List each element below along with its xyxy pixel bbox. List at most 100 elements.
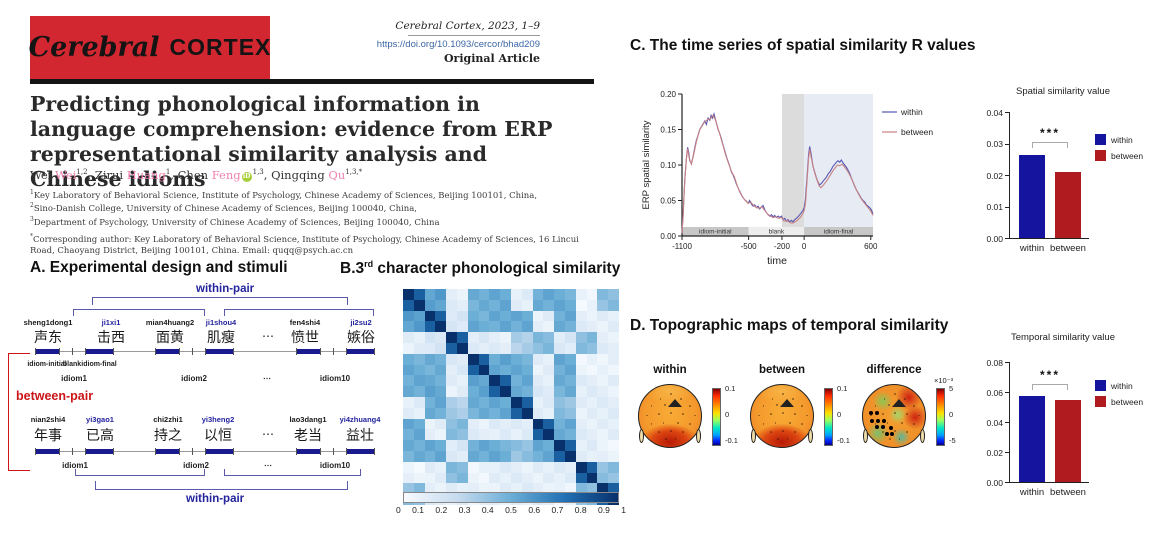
heatmap-cell <box>478 429 490 441</box>
y-tick-label: 0.04 <box>986 107 1003 118</box>
heatmap-cell <box>554 440 565 451</box>
heatmap-cell <box>467 289 479 300</box>
heatmap-cell <box>575 364 587 376</box>
doi-link[interactable]: https://doi.org/10.1093/cercor/bhad209 <box>376 39 540 50</box>
heatmap-cell <box>457 451 468 462</box>
heatmap-cell <box>608 386 619 397</box>
bar-between <box>1055 400 1081 482</box>
heatmap-cell <box>543 364 555 376</box>
timeline-tick <box>233 448 234 455</box>
stimulus-hanzi: 面黄 <box>156 330 184 346</box>
heatmap-cell <box>467 397 479 408</box>
colorbar-tick: 0.9 <box>598 505 610 515</box>
heatmap-cell <box>403 440 414 451</box>
x-category-label: between <box>1050 487 1086 498</box>
heatmap-cell <box>586 332 598 343</box>
heatmap-cell <box>478 418 490 430</box>
timeline-tick <box>205 348 206 355</box>
colorbar-exponent: ×10⁻³ <box>934 376 954 385</box>
timeline-tick <box>233 348 234 355</box>
heatmap-cell <box>424 407 436 419</box>
heatmap-cell <box>500 407 511 419</box>
spatial-similarity-bar-chart: Spatial similarity value 0.04 0.03 0.02 0.01… <box>973 78 1153 293</box>
heatmap-cell <box>575 407 587 419</box>
heatmap-cell <box>424 375 436 387</box>
heatmap-cell <box>597 386 609 397</box>
heatmap-cell <box>467 375 479 387</box>
heatmap-cell <box>500 418 511 430</box>
heatmap-cell <box>597 310 609 322</box>
stimulus-pinyin: nian2shi4 <box>30 415 66 424</box>
heatmap-cell <box>413 310 425 322</box>
heatmap-cell <box>500 364 511 376</box>
heatmap-cell <box>446 375 457 387</box>
stimulus-hanzi: 益壮 <box>346 428 374 444</box>
x-tick-label: 0 <box>802 242 807 251</box>
journal-logo-cerebral: Cerebral <box>28 32 160 63</box>
electrode-dot <box>694 414 696 417</box>
colorbar-tick: 0.3 <box>458 505 471 515</box>
electrode-dot <box>658 413 660 415</box>
within-pair-bracket-top <box>92 297 348 305</box>
heatmap-cell <box>500 397 511 408</box>
y-tick-label: 0.20 <box>660 90 676 99</box>
heatmap-cell <box>424 397 436 408</box>
stimulus-band-label: blank <box>769 229 785 236</box>
heatmap-cell <box>435 375 447 387</box>
heatmap-cell <box>608 299 619 311</box>
heatmap-cell <box>565 461 576 473</box>
heatmap-cell <box>554 386 565 397</box>
line-chart-svg: idiom-initial blank idiom-final 0.00 0.05 0.1… <box>641 90 933 267</box>
stimulus-band <box>682 227 749 236</box>
heatmap-cell <box>586 375 598 387</box>
electrode-dot <box>771 398 774 400</box>
colorbar-tick: 0.1 <box>412 505 424 515</box>
electrode-dot <box>913 405 915 407</box>
author: Wei Wei1,2 <box>30 168 88 182</box>
heatmap-cell <box>554 289 565 300</box>
heatmap-cell <box>586 429 598 441</box>
colorbar-tick: -0.1 <box>837 436 850 445</box>
heatmap-cell <box>565 429 576 441</box>
bar-within <box>1019 155 1045 238</box>
electrode-dot <box>900 404 902 406</box>
heatmap-cell <box>435 310 447 322</box>
heatmap-cell <box>403 343 414 354</box>
spatial-similarity-line-chart: idiom-initial blank idiom-final 0.00 0.05 0.1… <box>636 84 970 280</box>
heatmap-cell <box>489 407 501 419</box>
heatmap-cell <box>457 310 468 322</box>
stimulus-hanzi: 击西 <box>97 330 125 346</box>
heatmap-cell <box>478 353 490 365</box>
segment-label: idiom-final <box>81 361 117 368</box>
heatmap-cell <box>608 364 619 376</box>
heatmap-cell <box>489 429 501 441</box>
affiliation-line: 1Key Laboratory of Behavioral Science, I… <box>30 189 538 201</box>
heatmap-cell <box>424 418 436 430</box>
right-ear-icon <box>808 429 813 443</box>
timeline-tick <box>85 348 86 355</box>
electrode-dot <box>806 414 808 417</box>
colorbar-tick: 0.6 <box>528 505 541 515</box>
between-pair-bracket <box>8 353 30 471</box>
stimulus-band <box>804 227 873 236</box>
heatmap-cell <box>597 418 609 430</box>
legend-entry: between <box>1095 396 1143 407</box>
heatmap-cell <box>532 440 544 451</box>
heatmap-cell <box>413 364 425 376</box>
heatmap-cell <box>457 386 468 397</box>
significant-electrode-dot <box>870 418 875 423</box>
heatmap-cell <box>467 343 479 354</box>
heatmap-cell <box>478 289 490 300</box>
topographic-maps: within 0.1 0 -0.1 between 0.1 0 -0.1 difference ×… <box>634 364 970 476</box>
heatmap-cell <box>597 472 609 484</box>
affiliation-line: 2Sino-Danish College, University of Chin… <box>30 202 418 215</box>
electrode-dot <box>913 423 915 425</box>
x-tick-label: -1100 <box>672 242 692 251</box>
panel-b-title: B.3rd character phonological similarity <box>340 259 621 278</box>
heatmap-cell <box>435 289 447 300</box>
heatmap-cell <box>575 451 587 462</box>
heatmap-cell <box>413 343 425 354</box>
nose-icon <box>668 399 682 407</box>
heatmap-cell <box>597 397 609 408</box>
